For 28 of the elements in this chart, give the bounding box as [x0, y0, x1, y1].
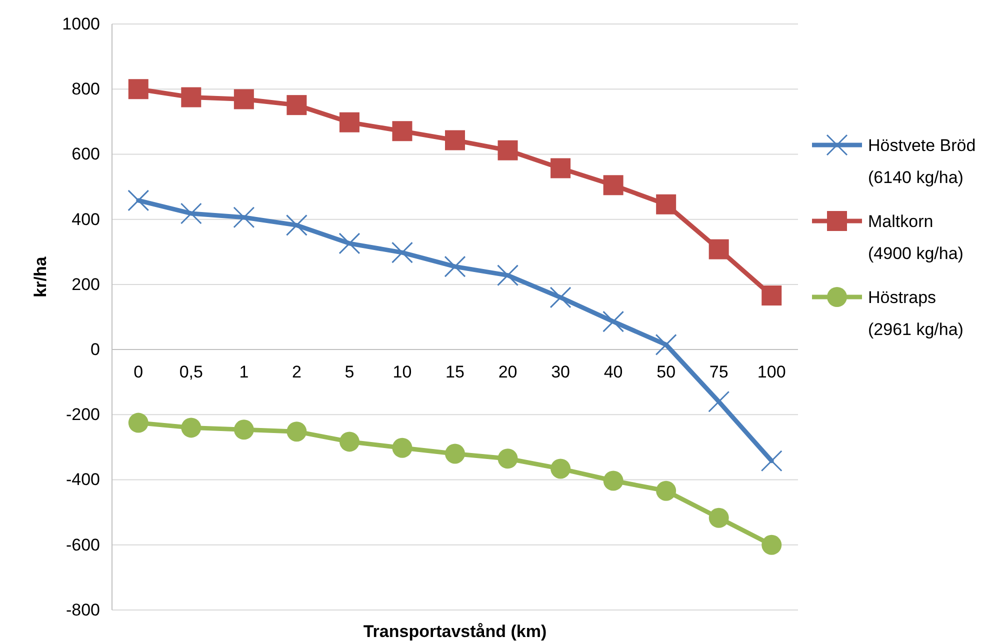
x-tick-label: 100	[757, 362, 786, 382]
x-tick-label: 2	[292, 362, 302, 382]
legend-label: Maltkorn (4900 kg/ha)	[868, 212, 964, 263]
x-tick-label: 50	[656, 362, 676, 382]
x-tick-label: 5	[344, 362, 354, 382]
y-tick-label: 0	[90, 340, 100, 359]
y-tick-label: -600	[66, 535, 100, 554]
x-tick-label: 30	[551, 362, 570, 382]
x-tick-label: 75	[709, 362, 728, 382]
x-tick-label: 20	[498, 362, 518, 382]
y-tick-label: -200	[66, 405, 100, 424]
y-tick-label: 600	[72, 144, 100, 164]
x-tick-label: 0	[134, 362, 144, 382]
x-tick-label: 15	[446, 362, 464, 382]
y-axis-title: kr/ha	[31, 256, 50, 298]
legend-label: Höstraps (2961 kg/ha)	[868, 288, 964, 339]
x-tick-label: 40	[604, 362, 623, 382]
legend-label: Höstvete Bröd (6140 kg/ha)	[868, 136, 976, 187]
y-tick-label: -400	[66, 470, 100, 490]
x-tick-label: 10	[392, 362, 412, 382]
y-tick-label: -800	[66, 600, 100, 620]
y-tick-label: 200	[72, 274, 100, 294]
x-tick-label: 0,5	[179, 362, 203, 382]
y-tick-label: 400	[72, 210, 100, 229]
y-tick-label: 1000	[62, 14, 100, 34]
y-tick-label: 800	[72, 80, 100, 99]
x-axis-title: Transportavstånd (km)	[363, 622, 547, 641]
x-tick-label: 1	[239, 362, 249, 382]
